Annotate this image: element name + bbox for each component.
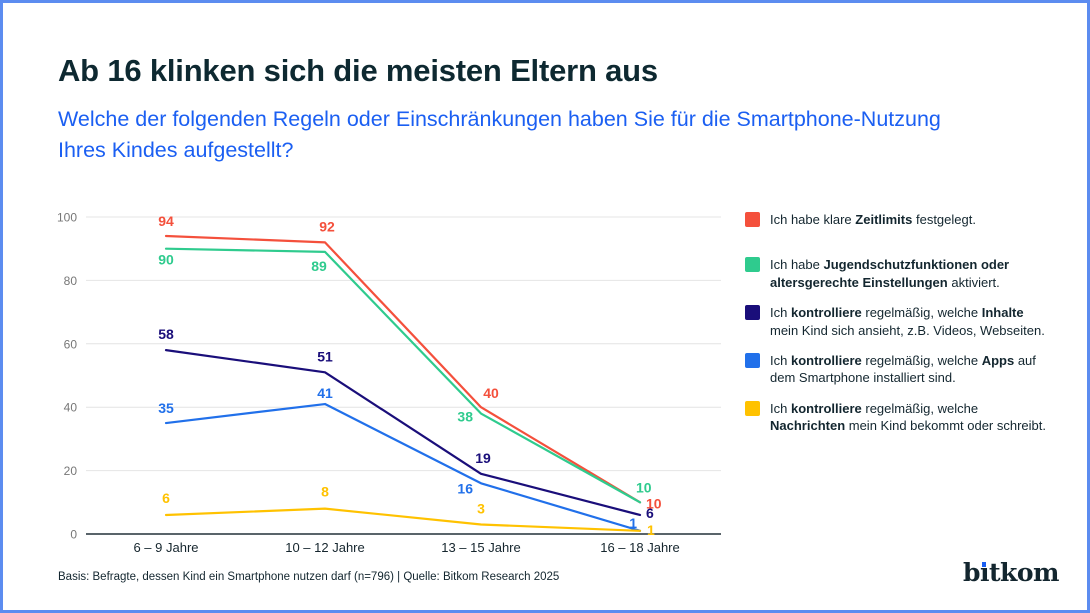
svg-text:10 – 12 Jahre: 10 – 12 Jahre bbox=[285, 540, 365, 555]
svg-text:6 – 9 Jahre: 6 – 9 Jahre bbox=[133, 540, 198, 555]
series-line-apps bbox=[164, 402, 642, 532]
data-label-apps: 1 bbox=[629, 515, 637, 531]
svg-text:13 – 15 Jahre: 13 – 15 Jahre bbox=[441, 540, 521, 555]
data-label-jugendschutz: 10 bbox=[636, 479, 652, 495]
line-chart-canvas: 0 20 40 60 80 100 6 – 9 Jahre 10 – 12 Jahre 13 –… bbox=[57, 211, 721, 555]
legend-label: Ich habe klare Zeitlimits festgelegt. bbox=[770, 212, 976, 227]
source-note: Basis: Befragte, dessen Kind ein Smartph… bbox=[58, 571, 560, 583]
data-label-nachrichten: 3 bbox=[477, 500, 485, 516]
svg-text:80: 80 bbox=[64, 274, 78, 288]
svg-text:60: 60 bbox=[64, 337, 78, 351]
data-label-zeitlimits: 10 bbox=[646, 495, 662, 511]
data-label-inhalte: 58 bbox=[158, 326, 174, 342]
legend-item-apps: Ich kontrolliere regelmäßig, welche Apps… bbox=[745, 352, 1055, 387]
data-label-jugendschutz: 89 bbox=[311, 258, 327, 274]
data-label-zeitlimits: 92 bbox=[319, 218, 335, 234]
legend-swatch-nachrichten bbox=[745, 400, 760, 416]
data-label-zeitlimits: 40 bbox=[483, 385, 499, 401]
svg-text:40: 40 bbox=[64, 401, 78, 415]
data-label-jugendschutz: 90 bbox=[158, 252, 174, 268]
bitkom-logo: bı tkom bbox=[963, 558, 1059, 587]
legend-item-nachrichten: Ich kontrolliere regelmäßig, welche Nach… bbox=[745, 400, 1055, 435]
logo-i: ı bbox=[980, 558, 990, 587]
legend-label: Ich kontrolliere regelmäßig, welche Inha… bbox=[770, 305, 1045, 338]
legend-swatch-jugendschutz bbox=[745, 257, 760, 273]
legend-swatch-inhalte bbox=[745, 305, 760, 321]
svg-text:0: 0 bbox=[70, 528, 77, 542]
legend-item-inhalte: Ich kontrolliere regelmäßig, welche Inha… bbox=[745, 304, 1055, 339]
svg-text:100: 100 bbox=[57, 211, 77, 225]
series-zeitlimits: 94 92 40 10 bbox=[158, 213, 662, 511]
data-label-nachrichten: 8 bbox=[321, 484, 329, 500]
data-label-apps: 41 bbox=[317, 385, 333, 401]
data-label-nachrichten: 1 bbox=[647, 522, 655, 538]
series-line-zeitlimits bbox=[164, 234, 642, 504]
legend-swatch-apps bbox=[745, 353, 760, 369]
logo-i-dot bbox=[981, 562, 986, 567]
data-label-inhalte: 6 bbox=[646, 505, 654, 521]
legend-item-zeitlimits: Ich habe klare Zeitlimits festgelegt. bbox=[745, 211, 1055, 228]
series-line-jugendschutz bbox=[164, 247, 642, 504]
data-label-zeitlimits: 94 bbox=[158, 213, 174, 229]
x-axis-labels: 6 – 9 Jahre 10 – 12 Jahre 13 – 15 Jahre 16 … bbox=[133, 540, 679, 555]
data-label-apps: 35 bbox=[158, 400, 174, 416]
svg-text:16 – 18 Jahre: 16 – 18 Jahre bbox=[600, 540, 680, 555]
data-label-inhalte: 19 bbox=[475, 450, 491, 466]
svg-text:20: 20 bbox=[64, 464, 78, 478]
page-subtitle: Welche der folgenden Regeln oder Einschr… bbox=[58, 107, 941, 163]
data-label-jugendschutz: 38 bbox=[457, 409, 473, 425]
series-inhalte: 58 51 19 6 bbox=[158, 326, 654, 521]
data-label-nachrichten: 6 bbox=[162, 490, 170, 506]
legend-label: Ich kontrolliere regelmäßig, welche Nach… bbox=[770, 400, 1047, 434]
data-label-apps: 16 bbox=[457, 480, 473, 496]
legend-label: Ich habe Jugendschutzfunktionen oder alt… bbox=[770, 257, 1010, 290]
series-jugendschutz: 90 89 38 10 bbox=[158, 247, 652, 504]
page-title: Ab 16 klinken sich die meisten Eltern au… bbox=[58, 53, 658, 88]
series-line-inhalte bbox=[164, 349, 642, 517]
data-label-inhalte: 51 bbox=[317, 348, 333, 364]
legend-swatch-zeitlimits bbox=[745, 212, 760, 227]
series-nachrichten: 6 8 3 1 bbox=[162, 484, 655, 538]
chart-legend: Ich habe klare Zeitlimits festgelegt. Ich… bbox=[745, 211, 1055, 435]
series-line-nachrichten bbox=[164, 507, 642, 532]
y-grid: 0 20 40 60 80 100 bbox=[57, 211, 721, 542]
legend-item-jugendschutz: Ich habe Jugendschutzfunktionen oder alt… bbox=[745, 256, 1055, 291]
line-chart: 0 20 40 60 80 100 6 – 9 Jahre 10 – 12 Jahre 13 –… bbox=[43, 203, 743, 563]
legend-label: Ich kontrolliere regelmäßig, welche Apps… bbox=[770, 353, 1036, 386]
series-apps: 35 41 16 1 bbox=[158, 385, 642, 532]
